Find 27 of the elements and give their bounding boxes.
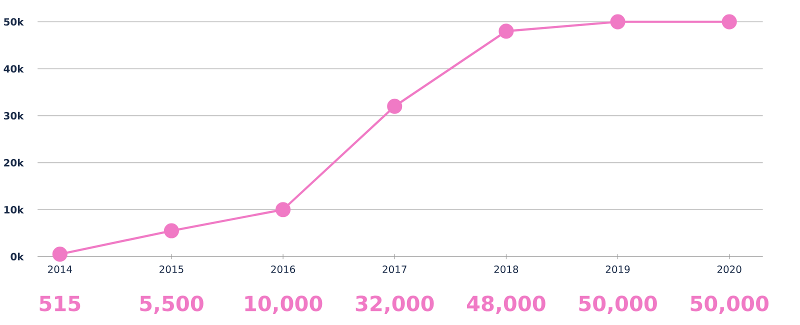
x-tick-label: 2018 <box>494 266 518 274</box>
point <box>276 202 291 218</box>
point <box>722 14 737 30</box>
data-label: 32,000 <box>356 296 434 314</box>
x-tick-label: 2020 <box>717 266 742 274</box>
data-label: 5,500 <box>140 296 204 314</box>
y-tick-label: 40k <box>4 64 24 73</box>
data-label: 10,000 <box>245 296 322 314</box>
point <box>164 223 180 238</box>
data-label: 50,000 <box>579 296 657 314</box>
y-tick-label: 50k <box>4 18 24 26</box>
point <box>498 24 514 39</box>
y-tick-label: 0k <box>10 252 24 260</box>
point <box>610 14 626 30</box>
y-tick-label: 20k <box>4 158 24 167</box>
x-tick-label: 2017 <box>382 266 406 274</box>
data-label: 515 <box>40 296 80 312</box>
x-tick-label: 2016 <box>271 266 296 274</box>
x-tick-label: 2014 <box>48 266 72 274</box>
y-tick-label: 10k <box>4 206 24 214</box>
data-label: 48,000 <box>466 296 546 314</box>
x-tick-label: 2019 <box>606 266 630 274</box>
y-tick-label: 30k <box>4 112 24 120</box>
point <box>52 246 68 262</box>
data-label: 50,000 <box>690 296 769 314</box>
x-tick-label: 2015 <box>160 266 184 274</box>
point <box>387 98 402 114</box>
